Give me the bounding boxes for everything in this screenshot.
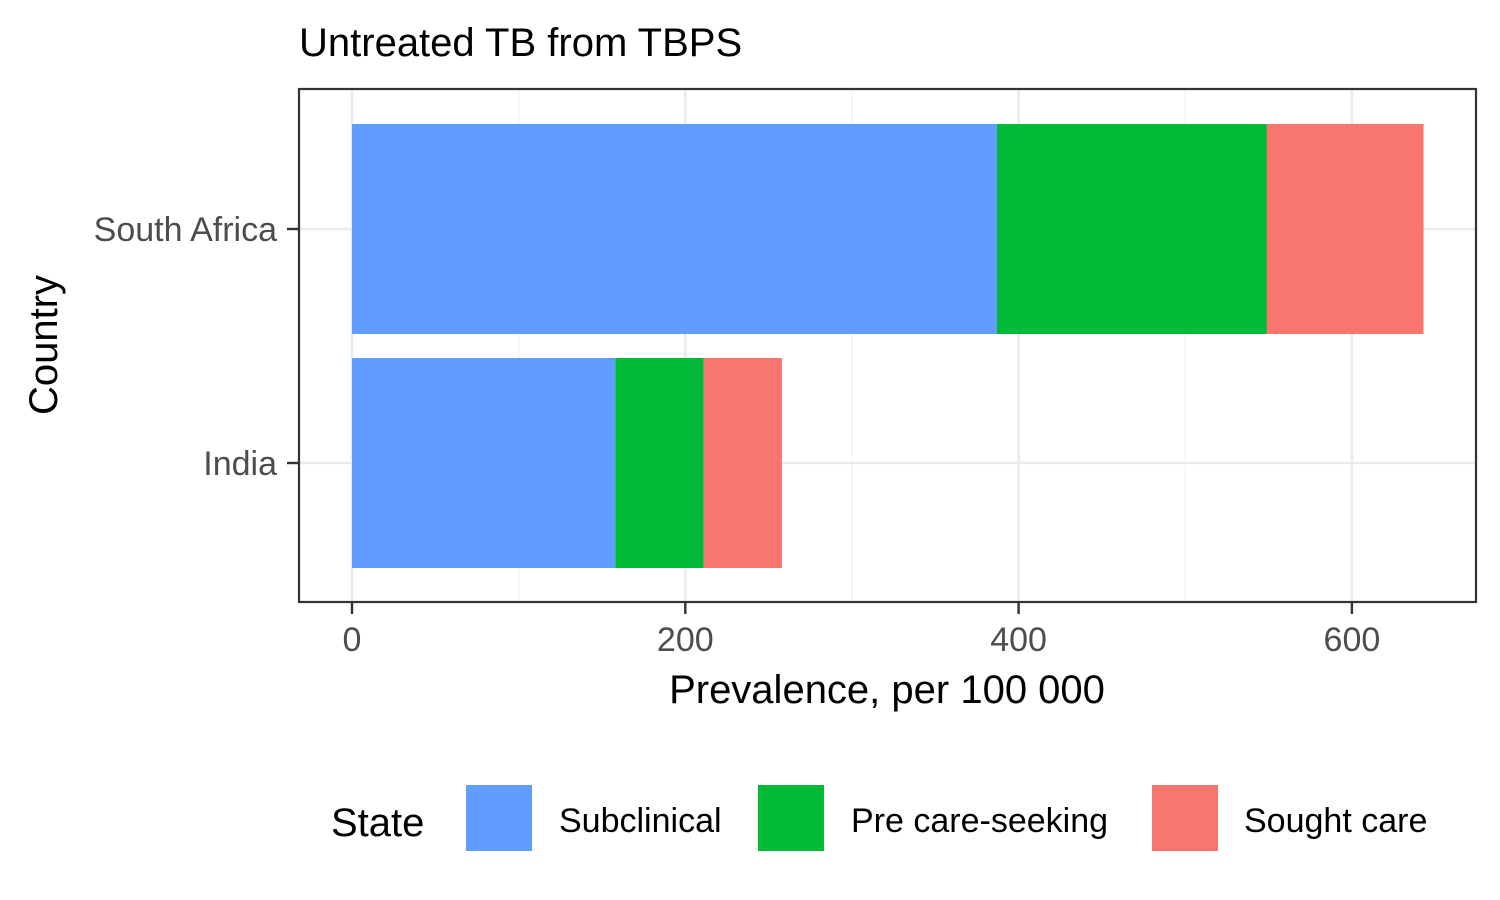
x-axis: 0 200 400 600 bbox=[343, 602, 1381, 659]
x-tick-label: 0 bbox=[343, 621, 362, 659]
bar-south-africa-pre-care-seeking bbox=[996, 124, 1267, 334]
legend-label: Sought care bbox=[1244, 802, 1427, 840]
x-tick-label: 600 bbox=[1324, 621, 1381, 659]
y-axis-title: Country bbox=[22, 275, 66, 415]
legend-title: State bbox=[331, 801, 424, 845]
y-tick-label: India bbox=[203, 445, 277, 483]
bar-india-sought-care bbox=[703, 358, 782, 568]
x-tick-label: 200 bbox=[657, 621, 714, 659]
x-tick-label: 400 bbox=[990, 621, 1047, 659]
plot-panel-border bbox=[297, 87, 1478, 604]
y-tick-label: South Africa bbox=[94, 211, 277, 249]
legend: State Subclinical Pre care-seeking Sought … bbox=[331, 785, 1427, 851]
legend-label: Pre care-seeking bbox=[851, 802, 1108, 840]
y-axis: South Africa India bbox=[94, 211, 299, 483]
legend-key-sought-care bbox=[1152, 785, 1218, 851]
legend-key-pre-care-seeking bbox=[758, 785, 824, 851]
legend-label: Subclinical bbox=[559, 802, 722, 840]
bars bbox=[352, 124, 1424, 568]
bar-south-africa-sought-care bbox=[1266, 124, 1424, 334]
bar-south-africa-subclinical bbox=[352, 124, 997, 334]
x-axis-title: Prevalence, per 100 000 bbox=[669, 668, 1105, 712]
legend-key-subclinical bbox=[466, 785, 532, 851]
chart-title: Untreated TB from TBPS bbox=[299, 21, 742, 65]
bar-india-subclinical bbox=[352, 358, 616, 568]
bar-india-pre-care-seeking bbox=[615, 358, 704, 568]
